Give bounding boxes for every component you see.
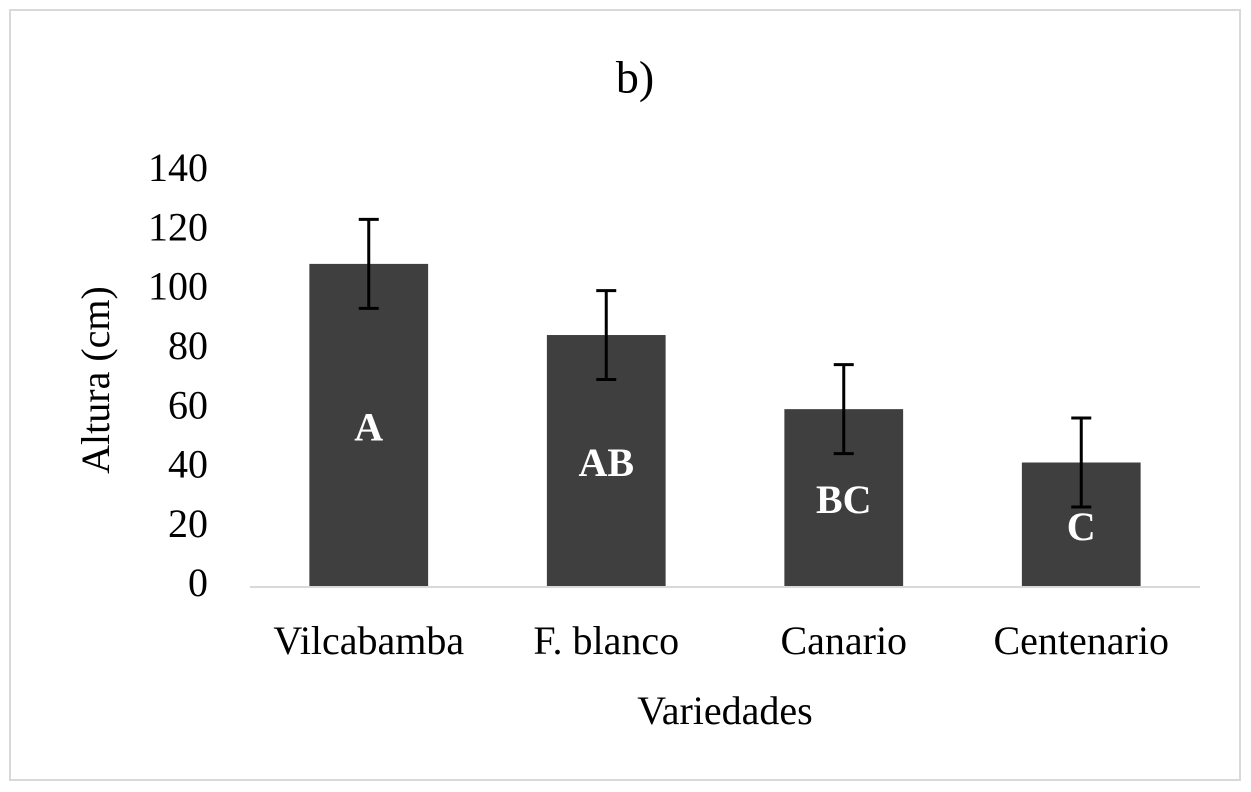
x-tick-label: Centenario bbox=[994, 618, 1170, 663]
chart-title: b) bbox=[616, 52, 654, 103]
bar-letter: AB bbox=[578, 440, 634, 485]
bar bbox=[309, 263, 429, 587]
y-tick-label: 60 bbox=[168, 382, 208, 427]
x-tick-label: F. blanco bbox=[533, 618, 679, 663]
y-tick-label: 20 bbox=[168, 501, 208, 546]
y-tick-label: 40 bbox=[168, 442, 208, 487]
x-axis-label: Variedades bbox=[637, 688, 812, 733]
bar-letter: C bbox=[1067, 504, 1096, 549]
bar-letter: A bbox=[354, 405, 383, 450]
y-tick-label: 0 bbox=[188, 560, 208, 605]
y-tick-label: 100 bbox=[148, 264, 208, 309]
y-tick-label: 120 bbox=[148, 204, 208, 249]
y-tick-label: 80 bbox=[168, 323, 208, 368]
y-tick-label: 140 bbox=[148, 145, 208, 190]
y-axis-label: Altura (cm) bbox=[73, 286, 118, 474]
bar-letter: BC bbox=[816, 477, 872, 522]
x-tick-label: Vilcabamba bbox=[273, 618, 464, 663]
x-tick-label: Canario bbox=[780, 618, 907, 663]
